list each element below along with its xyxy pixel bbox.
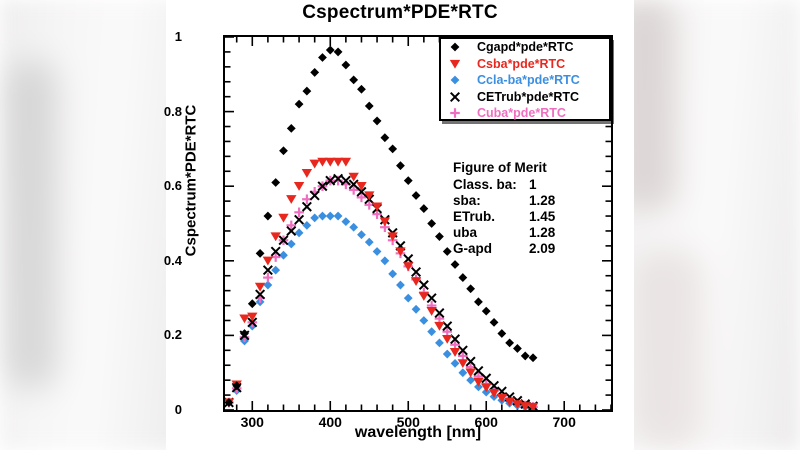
legend-item: Csba*pde*RTC — [441, 56, 609, 73]
figure-of-merit-key: G-apd — [453, 241, 492, 256]
figure-of-merit-title: Figure of Merit — [453, 160, 547, 175]
legend-item-label: CETrub*pde*RTC — [477, 89, 580, 104]
x-tick-label: 600 — [474, 414, 498, 430]
x-tick-label: 400 — [318, 414, 342, 430]
figure-of-merit-key: ETrub. — [453, 209, 496, 224]
figure-of-merit-row: uba 1.28 — [453, 225, 613, 240]
y-tick-label: 1 — [174, 29, 182, 44]
y-tick-label: 0.8 — [163, 103, 182, 119]
legend-item-label: Cuba*pde*RTC — [477, 106, 566, 121]
data-series — [225, 45, 538, 407]
legend-item: CETrub*pde*RTC — [441, 89, 609, 106]
legend-item: Cgapd*pde*RTC — [441, 39, 609, 56]
legend-box: Cgapd*pde*RTC Csba*pde*RTC Ccla-ba*pde*RTC… — [439, 37, 611, 121]
figure-of-merit-value: 1.28 — [529, 225, 556, 240]
cross-icon — [447, 90, 477, 104]
diamond-icon — [447, 40, 477, 54]
triangle-down-icon — [447, 57, 477, 71]
x-tick-label: 300 — [240, 414, 264, 430]
figure-of-merit-value: 2.09 — [529, 241, 556, 256]
y-tick-label: 0.4 — [163, 252, 182, 268]
legend-item-label: Csba*pde*RTC — [477, 56, 566, 71]
background-blur-right — [604, 0, 800, 450]
legend-item-label: Ccla-ba*pde*RTC — [477, 73, 580, 88]
figure-of-merit-key: sba: — [453, 193, 481, 208]
chart-title: Cspectrum*PDE*RTC — [302, 2, 498, 23]
y-tick-label: 0.2 — [163, 327, 182, 343]
y-tick-label: 0.6 — [163, 178, 182, 194]
legend-item: Cuba*pde*RTC — [441, 105, 609, 122]
figure-of-merit-value: 1.28 — [529, 193, 556, 208]
y-axis-label: Cspectrum*PDE*RTC — [182, 104, 200, 257]
background-blur-left — [0, 0, 190, 450]
legend-item: Ccla-ba*pde*RTC — [441, 72, 609, 89]
data-points-layer — [225, 37, 611, 410]
figure-of-merit-block: Figure of Merit Class. ba: 1 sba: 1.28 ETrub… — [453, 160, 613, 256]
y-tick-label: 0 — [174, 402, 182, 417]
figure-of-merit-value: 1 — [529, 177, 537, 192]
x-tick-label: 700 — [552, 414, 576, 430]
plus-icon — [447, 106, 477, 120]
diamond-icon — [447, 73, 477, 87]
figure-of-merit-row: sba: 1.28 — [453, 193, 613, 208]
x-axis-label: wavelength [nm] — [354, 424, 482, 441]
figure-of-merit-row: ETrub. 1.45 — [453, 209, 613, 224]
x-tick-label: 500 — [396, 414, 420, 430]
figure-of-merit-value: 1.45 — [529, 209, 556, 224]
chart-figure: Cspectrum*PDE*RTC Cspectrum*PDE*RTC wave… — [164, 0, 634, 450]
figure-of-merit-key: uba — [453, 225, 478, 240]
figure-of-merit-row: Class. ba: 1 — [453, 177, 613, 192]
data-series — [225, 157, 539, 410]
legend-item-label: Cgapd*pde*RTC — [477, 40, 574, 55]
plot-area — [223, 35, 613, 412]
figure-of-merit-row: G-apd 2.09 — [453, 241, 613, 256]
figure-of-merit-key: Class. ba: — [453, 177, 517, 192]
